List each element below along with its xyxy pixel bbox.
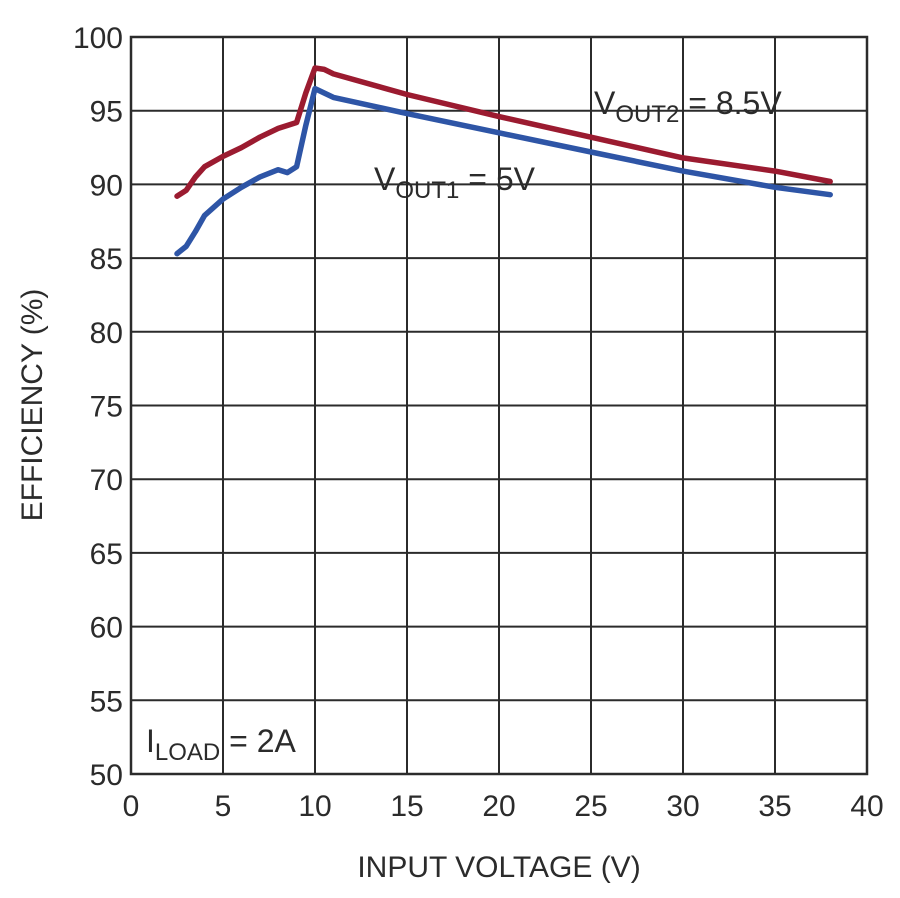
x-tick-label: 20	[482, 790, 515, 823]
y-tick-label: 50	[90, 759, 123, 792]
plot-frame	[129, 35, 869, 776]
x-tick-label: 30	[666, 790, 699, 823]
tick-labels: 0 5 10 15 20 25 30 35 40 50 55 60 65 70 75 80 85 90 95 100	[73, 22, 884, 823]
y-tick-label: 80	[90, 317, 123, 350]
vout1-label: VOUT1 = 5V	[374, 161, 536, 204]
x-tick-label: 0	[123, 790, 140, 823]
x-tick-label: 40	[850, 790, 883, 823]
y-tick-label: 60	[90, 612, 123, 645]
vout2-series-line	[174, 65, 833, 199]
y-tick-label: 90	[90, 169, 123, 202]
y-tick-label: 95	[90, 96, 123, 129]
series-lines	[174, 65, 833, 257]
x-axis-label: INPUT VOLTAGE (V)	[357, 851, 640, 884]
iload-label: ILOAD = 2A	[146, 723, 297, 766]
x-tick-label: 10	[298, 790, 331, 823]
x-tick-label: 15	[390, 790, 423, 823]
y-tick-label: 100	[73, 22, 123, 55]
x-tick-label: 35	[758, 790, 791, 823]
y-tick-label: 85	[90, 243, 123, 276]
vout1-series-line	[174, 85, 833, 257]
y-axis-label: EFFICIENCY (%)	[16, 289, 49, 522]
vout2-label: VOUT2 = 8.5V	[594, 85, 782, 128]
x-tick-label: 25	[574, 790, 607, 823]
y-tick-label: 70	[90, 464, 123, 497]
y-tick-label: 75	[90, 391, 123, 424]
y-tick-label: 55	[90, 685, 123, 718]
x-tick-label: 5	[215, 790, 232, 823]
y-tick-label: 65	[90, 538, 123, 571]
